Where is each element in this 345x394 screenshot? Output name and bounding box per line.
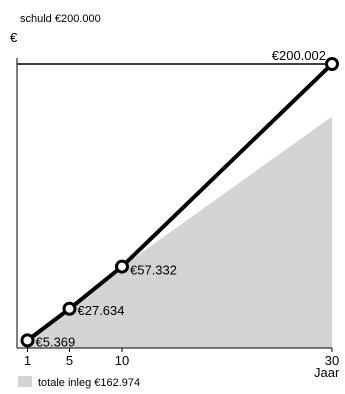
legend-deposit-swatch [18,376,32,387]
x-tick-label: 10 [115,353,129,368]
growth-line [26,62,334,342]
x-tick-label: 30 [325,353,339,368]
debt-label: schuld €200.000 [20,13,101,25]
y-axis-currency-label: € [10,30,18,45]
data-point [115,259,129,274]
x-tick-label: 1 [24,353,31,368]
data-label: €27.634 [78,303,125,318]
x-tick-layer: 1 5 10 30 [24,348,339,368]
deposit-area [27,116,332,348]
data-point [62,301,77,316]
data-point-layer: €5.369 €27.634 €57.332 €200.002 [20,48,339,349]
data-label: €5.369 [36,334,76,349]
data-point [325,56,339,71]
data-point [20,333,35,348]
data-label: €57.332 [130,263,177,278]
deposit-area-layer [27,116,332,348]
x-tick-label: 5 [66,353,73,368]
legend-deposit-label: totale inleg €162.974 [38,377,140,389]
data-label: €200.002 [272,48,326,63]
x-axis-label: Jaar [314,365,340,380]
growth-line-layer [26,62,334,342]
